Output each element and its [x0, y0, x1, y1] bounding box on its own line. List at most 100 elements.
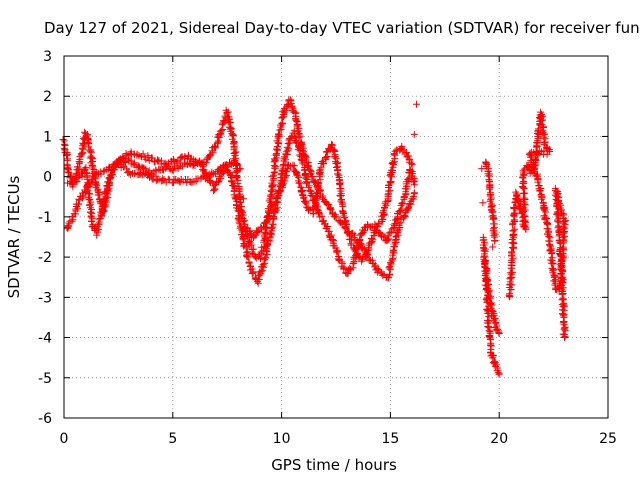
data-point — [234, 215, 242, 223]
data-point — [326, 204, 334, 212]
data-point — [487, 196, 495, 204]
data-point — [292, 117, 300, 125]
data-point — [410, 193, 418, 201]
data-point — [264, 213, 272, 221]
data-point — [243, 253, 251, 261]
data-point — [508, 248, 516, 256]
data-point — [297, 155, 305, 163]
data-point — [83, 175, 91, 183]
data-point — [320, 217, 328, 225]
data-point — [390, 150, 398, 158]
data-point — [537, 195, 545, 203]
data-point — [163, 160, 171, 168]
data-point — [486, 300, 494, 308]
data-point — [98, 212, 106, 220]
data-point — [278, 114, 286, 122]
data-point — [281, 172, 289, 180]
data-point — [489, 354, 497, 362]
data-point — [537, 108, 545, 116]
data-point — [269, 212, 277, 220]
data-point — [508, 268, 516, 276]
data-point — [302, 174, 310, 182]
data-point — [481, 270, 489, 278]
data-point — [328, 235, 336, 243]
data-point — [268, 179, 276, 187]
data-point — [298, 159, 306, 167]
data-point — [330, 147, 338, 154]
data-point — [491, 315, 499, 323]
y-tick-label: 0 — [43, 170, 52, 186]
data-point — [74, 163, 82, 171]
data-point — [398, 199, 406, 207]
data-point — [119, 153, 127, 161]
data-point — [221, 162, 229, 170]
data-point — [206, 152, 214, 160]
data-point — [88, 214, 96, 222]
data-point — [172, 159, 180, 167]
y-axis-label: SDTVAR / TECUs — [5, 175, 23, 298]
data-point — [324, 222, 332, 230]
data-point — [296, 147, 304, 155]
data-point — [534, 149, 542, 157]
data-point — [288, 103, 296, 111]
data-point — [290, 132, 298, 140]
axis-ticks: 0 5 10 15 20 25 -6 -5 -4 -3 -2 -1 0 1 2 3 — [38, 49, 617, 447]
data-point — [276, 126, 284, 134]
data-point — [259, 261, 267, 269]
data-point — [387, 179, 395, 187]
data-point — [360, 224, 368, 232]
data-point — [287, 96, 295, 104]
data-point — [249, 269, 257, 277]
data-point — [174, 158, 182, 166]
data-point — [303, 179, 311, 187]
data-point — [217, 127, 225, 135]
data-point — [159, 175, 167, 183]
data-point — [410, 130, 418, 138]
grid — [64, 56, 608, 418]
data-point — [245, 259, 253, 267]
data-point — [321, 153, 329, 161]
data-point — [387, 228, 395, 236]
data-point — [229, 140, 237, 148]
data-point — [259, 223, 267, 231]
x-tick-label: 5 — [168, 431, 177, 447]
data-point — [240, 195, 248, 203]
data-point — [384, 191, 392, 199]
y-tick-label: 3 — [43, 49, 52, 65]
data-point — [318, 194, 326, 202]
data-point — [363, 250, 371, 258]
data-point — [505, 291, 513, 299]
data-point — [63, 224, 71, 232]
data-point — [333, 248, 341, 256]
data-point — [490, 220, 498, 228]
data-point — [59, 135, 67, 143]
data-point — [105, 179, 113, 187]
data-point — [514, 194, 522, 202]
data-point — [283, 100, 291, 108]
data-point — [478, 165, 486, 173]
data-point — [536, 187, 544, 195]
data-point — [377, 230, 385, 238]
data-point — [168, 166, 176, 174]
data-point — [385, 264, 393, 272]
data-point — [140, 164, 148, 172]
chart-title: Day 127 of 2021, Sidereal Day-to-day VTE… — [44, 19, 640, 37]
data-point — [106, 175, 114, 183]
data-point — [233, 161, 241, 169]
data-point — [300, 193, 308, 201]
data-point — [169, 179, 177, 187]
data-point — [509, 244, 517, 252]
data-point — [507, 285, 515, 293]
y-tick-label: -4 — [38, 331, 52, 347]
data-point — [301, 198, 309, 206]
data-point — [362, 251, 370, 259]
data-point — [483, 161, 491, 169]
data-point — [100, 196, 108, 204]
data-point — [483, 277, 491, 285]
data-point — [253, 227, 261, 235]
data-point — [139, 150, 147, 158]
data-point — [296, 179, 304, 187]
data-point — [511, 210, 519, 218]
data-point — [261, 254, 269, 262]
